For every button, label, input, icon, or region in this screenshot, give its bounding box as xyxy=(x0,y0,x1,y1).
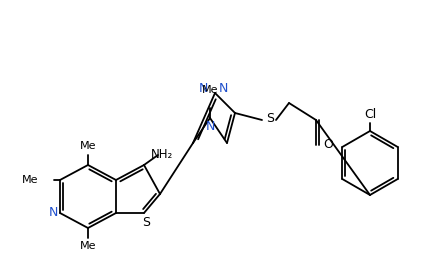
Text: Me: Me xyxy=(22,175,38,185)
Text: Me: Me xyxy=(80,141,96,151)
Text: O: O xyxy=(323,139,333,151)
Text: S: S xyxy=(142,215,150,229)
Text: NH₂: NH₂ xyxy=(151,148,173,162)
Text: N: N xyxy=(205,120,215,132)
Text: N: N xyxy=(198,83,208,95)
Text: N: N xyxy=(218,83,228,95)
Text: Me: Me xyxy=(202,85,218,95)
Text: N: N xyxy=(48,207,58,219)
Text: S: S xyxy=(266,111,274,125)
Text: Cl: Cl xyxy=(364,109,376,121)
Text: Me: Me xyxy=(80,241,96,251)
